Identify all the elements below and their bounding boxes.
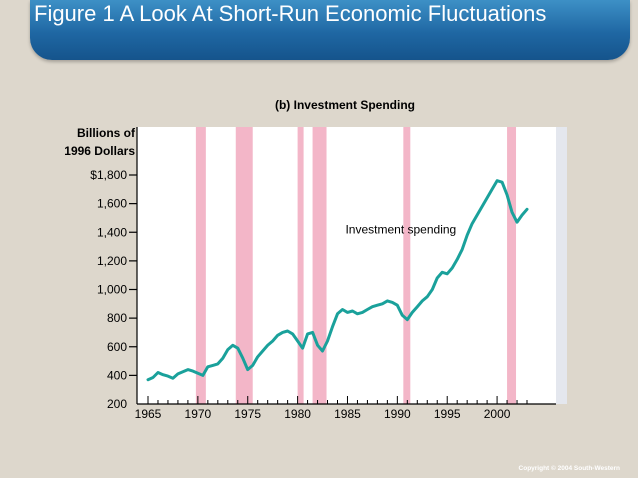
y-tick-label: 400 bbox=[107, 368, 127, 382]
y-tick-label: 1,400 bbox=[97, 225, 127, 239]
y-tick-label: $1,800 bbox=[90, 168, 127, 182]
x-tick-label: 1970 bbox=[185, 407, 212, 421]
slide-title: Figure 1 A Look At Short-Run Economic Fl… bbox=[34, 1, 547, 26]
y-tick-label: 800 bbox=[107, 311, 127, 325]
recession-band-2 bbox=[235, 127, 253, 404]
plot-edge-strip bbox=[556, 127, 567, 404]
recession-band-5 bbox=[403, 127, 411, 404]
x-tick-label: 1975 bbox=[234, 407, 261, 421]
series-annotation: Investment spending bbox=[345, 222, 456, 236]
y-tick-label: 1,200 bbox=[97, 254, 127, 268]
y-tick-label: 1,000 bbox=[97, 283, 127, 297]
recession-band-4 bbox=[312, 127, 327, 404]
x-tick-label: 1965 bbox=[135, 407, 162, 421]
recession-band-1 bbox=[195, 127, 206, 404]
x-tick-label: 1995 bbox=[434, 407, 461, 421]
series-line-investment bbox=[146, 179, 529, 382]
x-tick-label: 2000 bbox=[484, 407, 511, 421]
series-layer bbox=[146, 179, 529, 382]
y-tick-label: 200 bbox=[107, 397, 127, 411]
x-tick-label: 1985 bbox=[334, 407, 361, 421]
x-tick-label: 1980 bbox=[284, 407, 311, 421]
recession-band-3 bbox=[297, 127, 304, 404]
y-tick-label: 1,600 bbox=[97, 197, 127, 211]
axes: 200 400 600 800 1,000 1,200 1,400 1,600 $1,800 19… bbox=[90, 127, 556, 421]
x-tick-label: 1990 bbox=[384, 407, 411, 421]
chart-title: (b) Investment Spending bbox=[275, 98, 415, 112]
recession-bands bbox=[195, 127, 567, 404]
y-tick-label: 600 bbox=[107, 340, 127, 354]
title-bar bbox=[30, 0, 630, 60]
recession-band-6 bbox=[507, 127, 517, 404]
copyright-notice: Copyright © 2004 South-Western bbox=[518, 465, 620, 472]
plot-area bbox=[137, 127, 567, 404]
y-axis-label: Billions of 1996 Dollars bbox=[64, 126, 136, 158]
